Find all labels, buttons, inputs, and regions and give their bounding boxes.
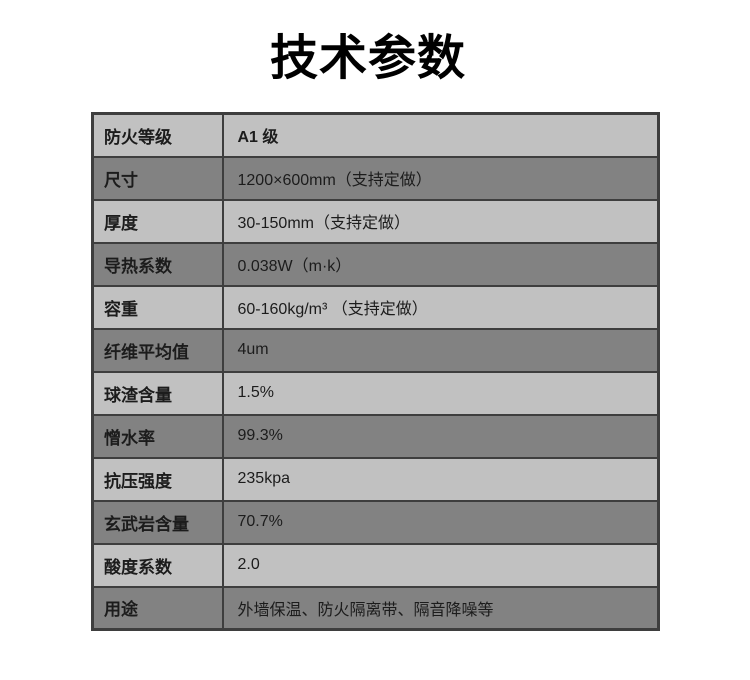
row-label: 导热系数 xyxy=(91,241,224,287)
row-label: 球渣含量 xyxy=(91,370,224,416)
row-value: 1200×600mm（支持定做） xyxy=(221,155,660,201)
row-value: 30-150mm（支持定做） xyxy=(221,198,660,244)
row-value: 2.0 xyxy=(221,542,660,588)
row-value: 99.3% xyxy=(221,413,660,459)
row-value: 235kpa xyxy=(221,456,660,502)
row-value: A1 级 xyxy=(221,112,660,158)
table-row: 憎水率 99.3% xyxy=(91,413,660,459)
row-value: 70.7% xyxy=(221,499,660,545)
table-row: 酸度系数 2.0 xyxy=(91,542,660,588)
row-value: 0.038W（m·k） xyxy=(221,241,660,287)
row-label: 防火等级 xyxy=(91,112,224,158)
table-row: 厚度 30-150mm（支持定做） xyxy=(91,198,660,244)
row-value: 外墙保温、防火隔离带、隔音降噪等 xyxy=(221,585,660,631)
table-row: 抗压强度 235kpa xyxy=(91,456,660,502)
row-label: 抗压强度 xyxy=(91,456,224,502)
row-value: 60-160kg/m³ （支持定做） xyxy=(221,284,660,330)
row-label: 憎水率 xyxy=(91,413,224,459)
page-title: 技术参数 xyxy=(269,32,466,85)
table-row: 导热系数 0.038W（m·k） xyxy=(91,241,660,287)
row-value: 1.5% xyxy=(221,370,660,416)
row-label: 玄武岩含量 xyxy=(91,499,224,545)
row-label: 厚度 xyxy=(91,198,224,244)
row-label: 尺寸 xyxy=(91,155,224,201)
table-row: 容重 60-160kg/m³ （支持定做） xyxy=(91,284,660,330)
table-row: 纤维平均值 4um xyxy=(91,327,660,373)
row-value: 4um xyxy=(221,327,660,373)
table-row: 用途 外墙保温、防火隔离带、隔音降噪等 xyxy=(91,585,660,631)
row-label: 酸度系数 xyxy=(91,542,224,588)
table-row: 尺寸 1200×600mm（支持定做） xyxy=(91,155,660,201)
row-label: 用途 xyxy=(91,585,224,631)
table-row: 防火等级 A1 级 xyxy=(91,112,660,158)
table-row: 玄武岩含量 70.7% xyxy=(91,499,660,545)
row-label: 容重 xyxy=(91,284,224,330)
row-label: 纤维平均值 xyxy=(91,327,224,373)
spec-table: 防火等级 A1 级 尺寸 1200×600mm（支持定做） 厚度 30-150m… xyxy=(91,112,660,631)
table-row: 球渣含量 1.5% xyxy=(91,370,660,416)
